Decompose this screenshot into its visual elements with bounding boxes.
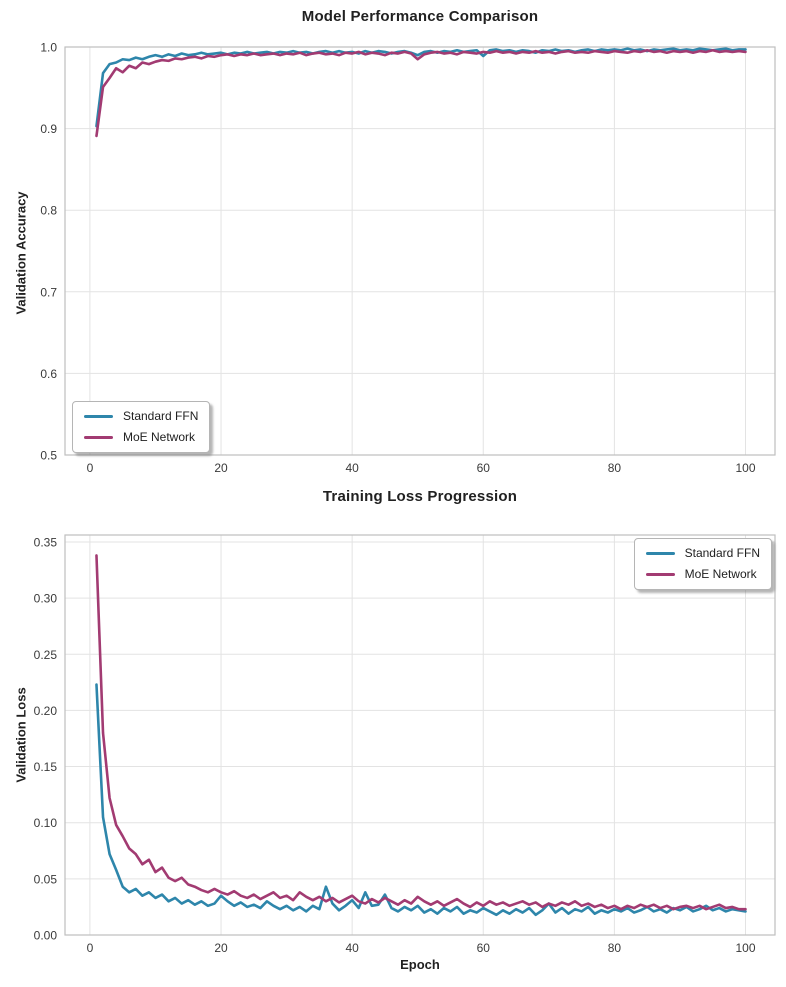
svg-text:0.30: 0.30	[34, 592, 58, 606]
svg-text:100: 100	[735, 941, 755, 955]
svg-text:0: 0	[87, 941, 94, 955]
legend-label-moe-network: MoE Network	[684, 567, 757, 581]
legend-label-moe-network: MoE Network	[123, 430, 196, 444]
svg-text:0: 0	[87, 461, 94, 475]
svg-text:80: 80	[608, 941, 622, 955]
loss-chart-title: Training Loss Progression	[322, 488, 518, 505]
svg-text:0.20: 0.20	[34, 704, 58, 718]
accuracy-y-axis-label: Validation Accuracy	[13, 191, 29, 315]
svg-text:0.6: 0.6	[40, 367, 57, 381]
legend-item-moe-network: MoE Network	[84, 430, 198, 445]
svg-text:100: 100	[735, 461, 755, 475]
legend-label-standard-ffn: Standard FFN	[684, 546, 760, 560]
loss-legend: Standard FFN MoE Network	[633, 538, 772, 590]
svg-text:60: 60	[477, 941, 491, 955]
accuracy-chart-title: Model Performance Comparison	[301, 8, 539, 25]
svg-text:0.10: 0.10	[34, 816, 58, 830]
svg-text:0.9: 0.9	[40, 122, 57, 136]
x-axis-label: Epoch	[400, 957, 440, 972]
legend-item-standard-ffn: Standard FFN	[645, 546, 760, 561]
svg-text:0.00: 0.00	[34, 929, 58, 943]
moe-network-line-swatch	[84, 436, 113, 439]
legend-item-moe-network: MoE Network	[645, 567, 760, 582]
svg-text:60: 60	[477, 461, 491, 475]
svg-text:80: 80	[608, 461, 622, 475]
loss-y-axis-label: Validation Loss	[13, 687, 29, 783]
svg-text:20: 20	[214, 941, 228, 955]
svg-text:0.5: 0.5	[40, 449, 57, 463]
svg-text:0.7: 0.7	[40, 285, 57, 299]
svg-text:0.35: 0.35	[34, 535, 58, 549]
svg-text:0.15: 0.15	[34, 760, 58, 774]
svg-text:40: 40	[345, 941, 359, 955]
svg-text:20: 20	[214, 461, 228, 475]
standard-ffn-line-swatch	[84, 415, 113, 418]
svg-text:0.25: 0.25	[34, 648, 58, 662]
legend-item-standard-ffn: Standard FFN	[84, 409, 198, 424]
svg-text:1.0: 1.0	[40, 41, 57, 55]
legend-label-standard-ffn: Standard FFN	[123, 409, 199, 423]
accuracy-legend: Standard FFN MoE Network	[72, 401, 211, 453]
svg-text:0.05: 0.05	[34, 872, 58, 886]
standard-ffn-line-swatch	[645, 552, 675, 555]
svg-text:40: 40	[345, 461, 359, 475]
svg-text:0.8: 0.8	[40, 204, 57, 218]
moe-network-line-swatch	[645, 573, 675, 576]
